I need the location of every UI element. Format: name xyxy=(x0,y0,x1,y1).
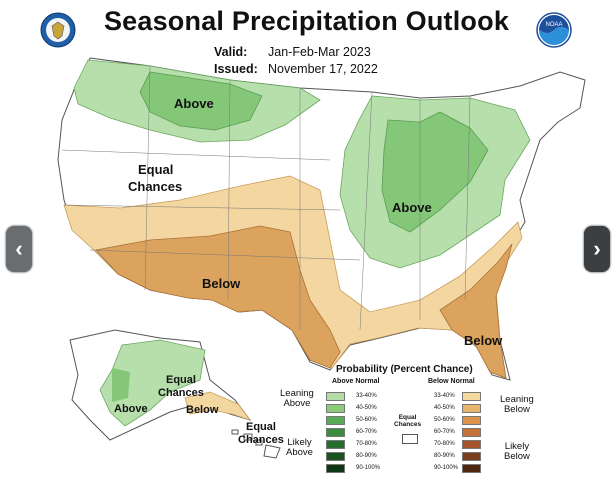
legend-likely-below-1: Likely xyxy=(504,441,530,452)
label-below-se: Below xyxy=(464,333,503,348)
valid-label: Valid: xyxy=(214,45,248,59)
below-bin-label: 50-60% xyxy=(434,417,455,423)
above-swatch xyxy=(326,428,345,437)
probability-legend: Probability (Percent Chance) Above Norma… xyxy=(276,364,558,482)
legend-likely-below: Likely Below xyxy=(504,442,530,462)
below-bin-label: 70-80% xyxy=(434,441,455,447)
below-swatch xyxy=(462,404,481,413)
label-below-south: Below xyxy=(202,276,241,291)
above-bin-label: 70-80% xyxy=(356,441,377,447)
doc-seal-logo xyxy=(40,12,76,48)
prev-slide-button[interactable]: ‹ xyxy=(6,226,32,272)
alaska-above-region xyxy=(99,339,206,427)
legend-likely-above-2: Above xyxy=(286,447,313,458)
above-swatch xyxy=(326,416,345,425)
above-swatch xyxy=(326,452,345,461)
below-bin-label: 80-90% xyxy=(434,453,455,459)
state-boundaries xyxy=(61,65,471,331)
legend-leaning-above-1: Leaning xyxy=(280,388,314,399)
below-bin-label: 40-50% xyxy=(434,405,455,411)
issued-line: Issued: November 17, 2022 xyxy=(214,62,378,76)
legend-above-header: Above Normal xyxy=(332,378,380,385)
above-swatch xyxy=(326,440,345,449)
legend-equal-chances: Equal Chances xyxy=(394,414,421,428)
alaska-below-region xyxy=(184,391,252,421)
above-bin-label: 33-40% xyxy=(356,393,377,399)
legend-likely-above-1: Likely xyxy=(287,437,312,448)
legend-likely-above: Likely Above xyxy=(286,438,313,458)
above-swatch xyxy=(326,404,345,413)
next-slide-button[interactable]: › xyxy=(584,226,610,272)
label-ak-equal-2: Chances xyxy=(158,387,204,399)
label-above-east: Above xyxy=(392,200,432,215)
label-hi-equal-1: Equal xyxy=(246,421,276,433)
legend-equal-chances-1: Equal xyxy=(398,414,417,421)
label-hi-equal-2: Chances xyxy=(238,434,284,446)
above-bin-label: 80-90% xyxy=(356,453,377,459)
above-swatch xyxy=(326,464,345,473)
noaa-logo: NOAA xyxy=(536,12,572,48)
legend-equal-chances-2: Chances xyxy=(394,421,422,428)
below-swatch xyxy=(462,428,481,437)
issued-value: November 17, 2022 xyxy=(268,62,378,76)
above-north-core xyxy=(139,71,263,131)
valid-value: Jan-Feb-Mar 2023 xyxy=(268,45,371,59)
below-swatch xyxy=(462,416,481,425)
legend-below-header: Below Normal xyxy=(428,378,475,385)
above-swatch xyxy=(326,392,345,401)
above-bin-label: 90-100% xyxy=(356,465,381,471)
legend-equal-chances-swatch xyxy=(402,434,418,444)
label-equal-west-1: Equal xyxy=(138,162,173,177)
below-swatch xyxy=(462,392,481,401)
below-region xyxy=(95,225,341,369)
page-title: Seasonal Precipitation Outlook xyxy=(103,6,510,36)
label-above-north: Above xyxy=(174,96,214,111)
legend-leaning-below-2: Below xyxy=(503,404,530,415)
below-bin-label: 60-70% xyxy=(434,429,455,435)
label-ak-below: Below xyxy=(186,404,219,416)
legend-leaning-above: Leaning Above xyxy=(280,389,314,409)
above-bin-label: 50-60% xyxy=(356,417,377,423)
above-bin-label: 60-70% xyxy=(356,429,377,435)
legend-title: Probability (Percent Chance) xyxy=(336,364,473,375)
below-bin-label: 90-100% xyxy=(434,465,459,471)
above-east-core xyxy=(381,111,489,233)
below-bin-label: 33-40% xyxy=(434,393,455,399)
noaa-text: NOAA xyxy=(545,22,562,28)
legend-leaning-below-1: Leaning xyxy=(500,394,534,405)
legend-leaning-above-2: Above xyxy=(283,398,311,409)
label-equal-west-2: Chances xyxy=(128,179,182,194)
alaska-above-core xyxy=(112,368,130,402)
legend-likely-below-2: Below xyxy=(504,451,530,462)
below-se-region xyxy=(439,243,513,379)
label-ak-equal-1: Equal xyxy=(166,374,196,386)
below-swatch xyxy=(462,440,481,449)
valid-line: Valid: Jan-Feb-Mar 2023 xyxy=(214,45,371,59)
hawaii-islands xyxy=(231,429,281,459)
legend-leaning-below: Leaning Below xyxy=(500,395,534,415)
issued-label: Issued: xyxy=(214,62,258,76)
below-swatch xyxy=(462,464,481,473)
below-swatch xyxy=(462,452,481,461)
above-bin-label: 40-50% xyxy=(356,405,377,411)
label-ak-above: Above xyxy=(114,403,148,415)
